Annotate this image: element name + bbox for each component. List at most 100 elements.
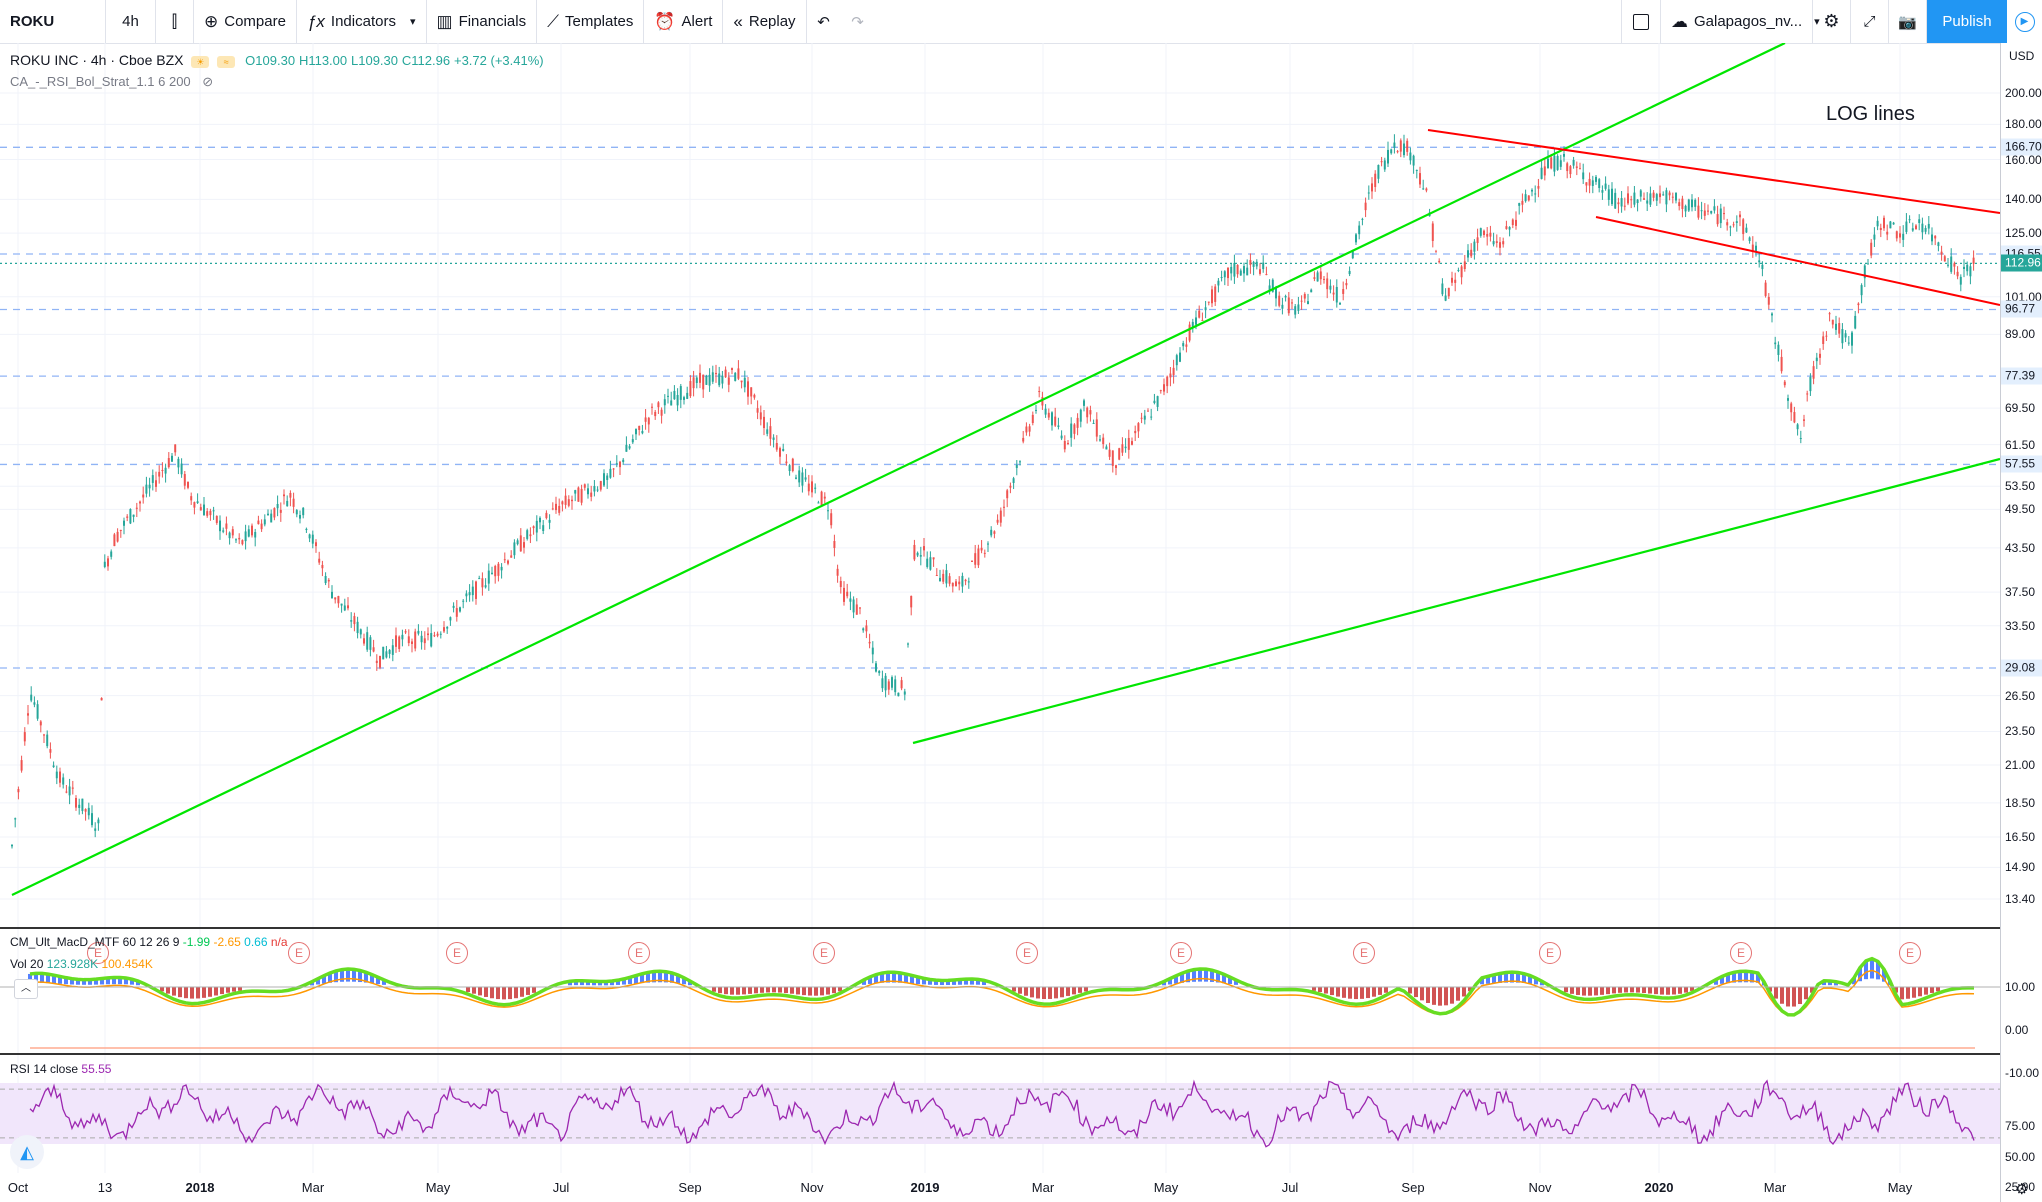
settings-button[interactable]: ⚙: [1813, 0, 1851, 43]
earnings-marker[interactable]: E: [446, 942, 468, 964]
candle-body: [1115, 465, 1117, 469]
candle-body: [1454, 279, 1457, 283]
candle-body: [1476, 237, 1479, 244]
chart-area[interactable]: ROKU INC · 4h · Cboe BZX ☀ ≈ O109.30 H11…: [0, 43, 2000, 1202]
candle-body: [151, 475, 154, 483]
candle-body: [1524, 194, 1527, 202]
earnings-marker[interactable]: E: [1730, 942, 1752, 964]
candle-body: [1047, 412, 1050, 418]
candle-body: [1716, 214, 1719, 225]
candle-body: [1073, 424, 1076, 434]
eye-hidden-icon[interactable]: ⊘: [202, 74, 214, 89]
replay-button[interactable]: « Replay: [723, 0, 807, 43]
price-level-badge[interactable]: 57.55: [2001, 455, 2042, 473]
snapshot-button[interactable]: 📷: [1889, 0, 1927, 43]
candle-body: [1713, 206, 1716, 211]
candle-body: [551, 508, 554, 510]
compare-button[interactable]: ⊕ Compare: [194, 0, 297, 43]
earnings-marker[interactable]: E: [1539, 942, 1561, 964]
collapse-pane-button[interactable]: ︿: [14, 979, 38, 999]
chart-canvas[interactable]: [0, 43, 2000, 1202]
earnings-marker[interactable]: E: [628, 942, 650, 964]
symbol-search[interactable]: ROKU: [0, 0, 106, 43]
candle-body: [311, 534, 314, 544]
indicators-button[interactable]: ƒx Indicators ▾: [297, 0, 427, 43]
earnings-marker[interactable]: E: [1353, 942, 1375, 964]
macd-histogram-bar: [982, 980, 986, 986]
trend-lines[interactable]: [11, 43, 2000, 896]
price-level-badge[interactable]: 29.08: [2001, 659, 2042, 677]
earnings-marker[interactable]: E: [87, 942, 109, 964]
earnings-marker[interactable]: E: [1170, 942, 1192, 964]
macd-histogram-bar: [880, 973, 884, 983]
candle-body: [843, 587, 845, 602]
candle-body: [1758, 260, 1761, 263]
tradingview-logo[interactable]: ◭: [10, 1135, 44, 1169]
price-level-badge[interactable]: 96.77: [2001, 300, 2042, 318]
candle-body: [68, 786, 71, 796]
layout-name: Galapagos_nv...: [1694, 13, 1803, 30]
candle-body: [110, 551, 113, 557]
candle-body: [1604, 183, 1607, 189]
macd-histogram-bar: [46, 974, 50, 984]
candle-body: [1191, 321, 1194, 328]
candle-body: [142, 494, 145, 498]
chart-annotation-text[interactable]: LOG lines: [1826, 103, 1915, 125]
symbol-title: ROKU INC · 4h · Cboe BZX: [10, 52, 184, 68]
candle-body: [212, 510, 215, 512]
candle-body: [356, 621, 359, 634]
candle-body: [273, 508, 276, 518]
candle-body: [1863, 265, 1866, 279]
candle-body: [193, 502, 196, 508]
chart-type-button[interactable]: ⫿: [156, 0, 194, 43]
candle-body: [59, 771, 61, 783]
financials-button[interactable]: ▥ Financials: [427, 0, 538, 43]
candle-body: [1659, 193, 1661, 198]
candle-body: [132, 514, 135, 517]
candle-body: [628, 446, 631, 449]
last-price-badge[interactable]: 112.96: [2001, 254, 2042, 272]
undo-button[interactable]: ↶: [807, 0, 841, 43]
macd-histogram-bar: [526, 987, 530, 995]
fullscreen-select-button[interactable]: [1621, 0, 1661, 43]
candle-body: [353, 616, 356, 625]
candle-body: [644, 417, 647, 422]
macd-histogram-bar: [1018, 987, 1022, 994]
pane-separator[interactable]: [0, 927, 2000, 929]
candle-body: [260, 523, 263, 530]
earnings-marker[interactable]: E: [288, 942, 310, 964]
strategy-legend[interactable]: CA_-_RSI_Bol_Strat_1.1 6 200 ⊘: [10, 74, 213, 90]
earnings-marker[interactable]: E: [1016, 942, 1038, 964]
candle-body: [1230, 266, 1233, 274]
time-tick: 2018: [185, 1180, 215, 1195]
candle-body: [1812, 366, 1815, 379]
price-level-badge[interactable]: 77.39: [2001, 367, 2042, 385]
redo-button[interactable]: ↷: [841, 0, 875, 43]
candle-body: [1284, 295, 1287, 298]
candle-body: [375, 660, 378, 664]
candle-body: [263, 519, 266, 525]
candle-body: [1764, 282, 1767, 296]
candle-body: [1527, 195, 1530, 201]
interval-button[interactable]: 4h: [106, 0, 156, 43]
axis-settings-button[interactable]: ⚙: [2015, 1180, 2028, 1198]
alert-button[interactable]: ⏰ Alert: [644, 0, 724, 43]
candle-body: [1111, 450, 1114, 466]
templates-button[interactable]: ⟋ Templates: [537, 0, 645, 43]
publish-button[interactable]: Publish: [1927, 0, 2007, 43]
candle-body: [91, 813, 93, 826]
earnings-marker[interactable]: E: [813, 942, 835, 964]
candle-body: [478, 578, 481, 580]
earnings-marker[interactable]: E: [1899, 942, 1921, 964]
currency-label[interactable]: USD: [2009, 49, 2035, 63]
price-axis[interactable]: USD 200.00 180.00 160.00 140.00 125.00 101.00…: [2000, 43, 2042, 1202]
fullscreen-button[interactable]: ⤢: [1851, 0, 1889, 43]
layout-select[interactable]: ☁ Galapagos_nv... ▾: [1661, 0, 1820, 43]
macd-histogram-bar: [322, 975, 326, 984]
price-level-badge[interactable]: 166.70: [2001, 138, 2042, 156]
candle-body: [699, 372, 701, 383]
macd-histogram-bar: [772, 987, 776, 993]
play-button[interactable]: ▶: [2007, 0, 2042, 43]
pane-separator[interactable]: [0, 1053, 2000, 1055]
candle-body: [1627, 193, 1629, 204]
